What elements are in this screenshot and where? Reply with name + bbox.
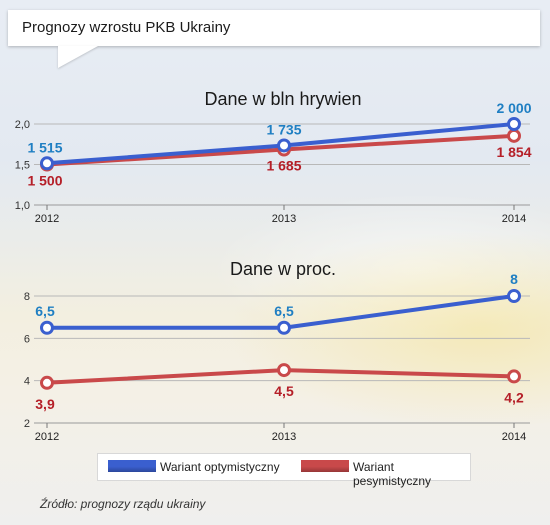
data-label-pessimistic: 1 685 xyxy=(266,158,301,174)
data-label-optimistic: 2 000 xyxy=(496,100,531,116)
x-tick-label: 2013 xyxy=(272,213,296,225)
x-tick-label: 2012 xyxy=(35,431,59,443)
data-label-optimistic: 1 735 xyxy=(266,121,301,137)
data-point-pessimistic xyxy=(507,369,521,384)
source-note: Źródło: prognozy rządu ukrainy xyxy=(40,497,206,511)
y-tick-label: 1,5 xyxy=(15,160,30,172)
data-label-pessimistic: 4,2 xyxy=(504,389,524,405)
legend: Wariant optymistyczny Wariant pesymistyc… xyxy=(97,453,471,488)
x-tick-label: 2014 xyxy=(502,213,526,225)
y-tick-label: 2,0 xyxy=(15,119,30,131)
data-point-optimistic xyxy=(277,320,291,335)
data-point-pessimistic xyxy=(277,363,291,378)
data-label-pessimistic: 4,5 xyxy=(274,383,294,399)
data-label-optimistic: 1 515 xyxy=(27,139,62,155)
x-tick-label: 2013 xyxy=(272,431,296,443)
y-tick-label: 6 xyxy=(24,333,30,345)
x-tick-label: 2012 xyxy=(35,213,59,225)
page-title: Prognozy wzrostu PKB Ukrainy xyxy=(22,19,231,36)
data-label-optimistic: 6,5 xyxy=(274,303,294,319)
data-label-pessimistic: 1 854 xyxy=(496,144,531,160)
data-point-optimistic xyxy=(40,156,54,171)
x-tick-label: 2014 xyxy=(502,431,526,443)
title-box: Prognozy wzrostu PKB Ukrainy xyxy=(8,10,540,46)
data-point-pessimistic xyxy=(40,375,54,390)
title-callout-tail xyxy=(58,46,98,68)
data-label-optimistic: 6,5 xyxy=(35,303,55,319)
y-tick-label: 1,0 xyxy=(15,200,30,212)
data-label-optimistic: 8 xyxy=(510,271,518,287)
legend-swatch-optimistic xyxy=(108,460,156,472)
data-point-optimistic xyxy=(507,289,521,303)
y-tick-label: 2 xyxy=(24,418,30,430)
data-point-optimistic xyxy=(40,320,54,335)
chart-title: Dane w proc. xyxy=(230,259,336,279)
data-point-optimistic xyxy=(277,138,291,153)
data-label-pessimistic: 1 500 xyxy=(27,173,62,189)
data-point-optimistic xyxy=(507,117,521,131)
legend-swatch-pessimistic xyxy=(301,460,349,472)
legend-label-pessimistic: Wariant pesymistyczny xyxy=(353,460,432,488)
chart-title: Dane w bln hrywien xyxy=(204,89,361,109)
y-tick-label: 4 xyxy=(24,376,30,388)
data-point-pessimistic xyxy=(507,128,521,143)
y-tick-label: 8 xyxy=(24,291,30,303)
data-label-pessimistic: 3,9 xyxy=(35,396,55,412)
legend-label-optimistic: Wariant optymistyczny xyxy=(160,460,280,474)
